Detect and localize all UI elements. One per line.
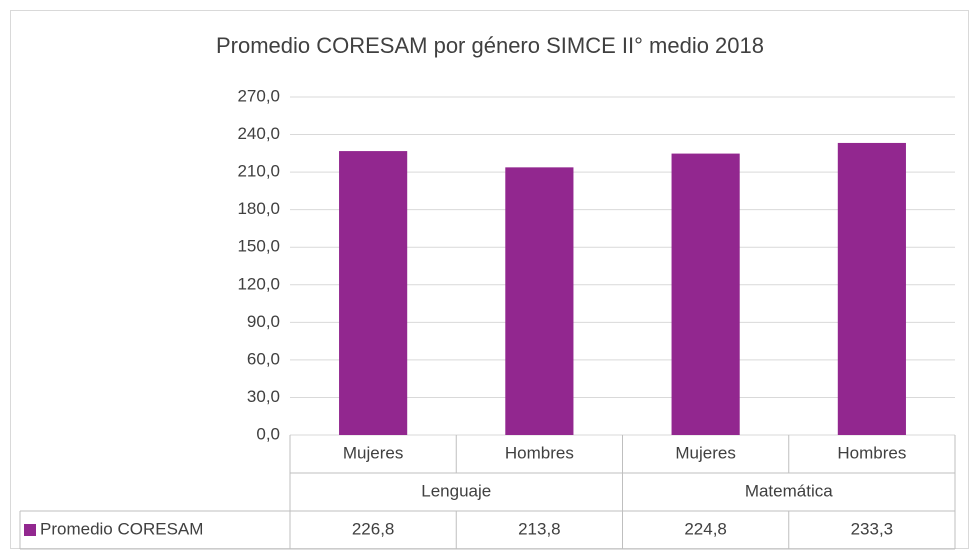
y-tick-label: 150,0 — [237, 237, 280, 256]
table-value: 226,8 — [352, 519, 395, 538]
y-tick-label: 90,0 — [247, 312, 280, 331]
legend-key — [24, 524, 36, 536]
group-label: Matemática — [745, 481, 833, 500]
x-tick-label: Hombres — [837, 443, 906, 462]
y-tick-label: 30,0 — [247, 387, 280, 406]
bar — [339, 151, 408, 435]
y-tick-label: 270,0 — [237, 86, 280, 105]
bar — [505, 167, 574, 436]
x-tick-label: Mujeres — [675, 443, 735, 462]
legend-label: Promedio CORESAM — [40, 519, 203, 538]
y-tick-label: 240,0 — [237, 124, 280, 143]
chart-frame — [10, 10, 969, 549]
y-tick-label: 210,0 — [237, 162, 280, 181]
table-value: 213,8 — [518, 519, 561, 538]
group-label: Lenguaje — [421, 481, 491, 500]
y-tick-label: 120,0 — [237, 274, 280, 293]
y-tick-label: 60,0 — [247, 349, 280, 368]
y-tick-label: 180,0 — [237, 199, 280, 218]
x-tick-label: Hombres — [505, 443, 574, 462]
y-tick-label: 0,0 — [256, 424, 280, 443]
chart-title: Promedio CORESAM por género SIMCE II° me… — [216, 33, 764, 58]
table-value: 233,3 — [851, 519, 894, 538]
x-tick-label: Mujeres — [343, 443, 403, 462]
bar — [837, 142, 906, 435]
table-value: 224,8 — [684, 519, 727, 538]
bar — [671, 153, 740, 435]
